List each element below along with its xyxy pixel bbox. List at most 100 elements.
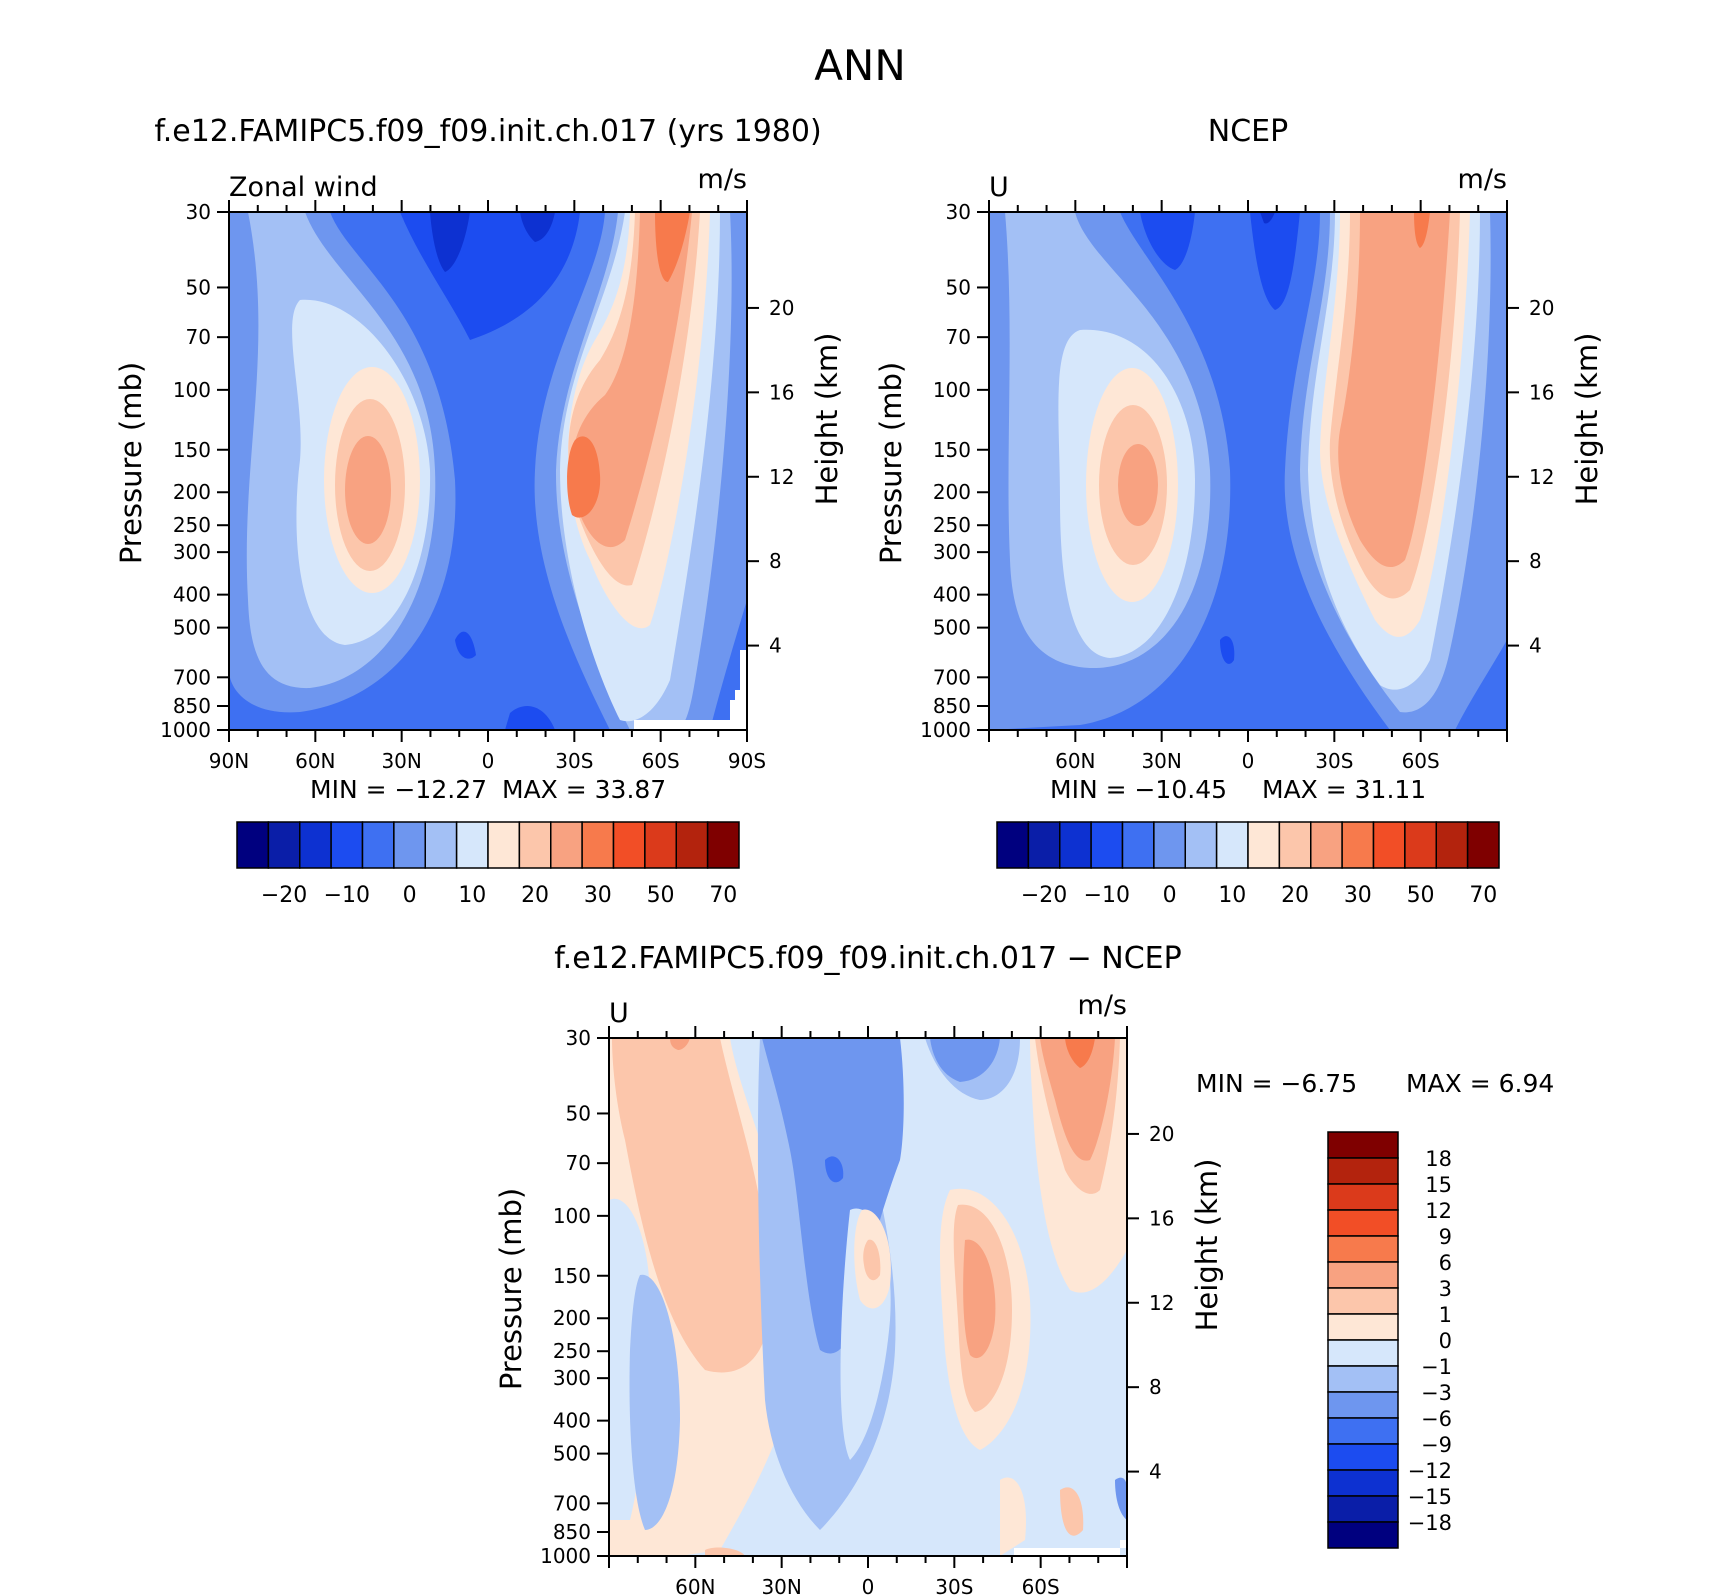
sh-polar-6 [1065,1038,1095,1068]
eq-surface-minus5 [505,706,555,730]
labelbar-box [1435,821,1469,869]
labelbar-box [581,821,615,869]
labelbar-label: −1 [1421,1355,1452,1379]
labelbar-box [706,821,740,869]
height-tick-label: 4 [1149,1460,1162,1484]
height-tick-label: 4 [1529,634,1542,658]
left-string: U [609,998,629,1029]
eq-lower-minus5 [455,631,476,659]
lat-tick-label: 0 [482,749,495,773]
axes-model: 3050701001502002503004005007008501000Pre… [114,200,844,773]
labelbar-label: 70 [1469,883,1497,908]
eq-easterly-minus10 [430,212,470,272]
labelbar-box [612,821,646,869]
lat-tick-label: 60S [1022,1575,1060,1596]
pressure-tick-label: 300 [173,540,211,564]
labelbar-box [487,821,521,869]
labelbar-label: −10 [1084,883,1130,908]
labelbar-ncep: −20 −10 0 10 20 30 50 70 [996,821,1500,908]
pressure-tick-label: 30 [566,1026,591,1050]
labelbar-box [1327,1443,1399,1471]
labelbar-label: 1 [1439,1303,1452,1327]
eq-easterly-minus10 [1260,212,1275,224]
eq-easterly-minus5-a [1140,212,1195,270]
pressure-tick-label: 50 [186,275,211,299]
pressure-tick-label: 70 [946,325,971,349]
labelbar-label: 3 [1439,1277,1452,1301]
lat-tick-label: 90S [728,749,766,773]
labelbar-label: 18 [1425,1147,1452,1171]
units-string: m/s [698,164,747,195]
labelbar-box [361,821,395,869]
labelbar-box [1404,821,1437,869]
sh-westerly-30 [1338,212,1450,568]
labelbar-box [1466,821,1500,869]
pressure-tick-label: 250 [553,1339,591,1363]
eq-lower-minus5 [1220,636,1235,664]
pressure-tick-label: 30 [186,200,211,224]
labelbar-box [1327,1209,1399,1237]
tropics-negative-3 [762,1038,904,1354]
labelbar-box [1310,821,1343,869]
sh-polar-3 [1040,1038,1115,1161]
labelbar-box [1027,821,1061,869]
lat-tick-label: 30S [555,749,593,773]
sh-polar-jet-40 [1414,212,1430,248]
pressure-tick-label: 400 [173,583,211,607]
y-axis-title: Pressure (mb) [114,362,148,564]
labelbar-box [644,821,677,869]
height-tick-label: 8 [1529,549,1542,573]
panel-title: f.e12.FAMIPC5.f09_f09.init.ch.017 − NCEP [554,941,1181,976]
labelbar-box [455,821,489,869]
height-tick-label: 16 [769,380,794,404]
labelbar-box [1184,821,1218,869]
labelbar-box [1327,1131,1399,1159]
labelbar-box [1341,821,1375,869]
labelbar-box [1327,1365,1399,1393]
pressure-tick-label: 500 [933,616,971,640]
labelbar-box [1121,821,1155,869]
pressure-tick-label: 70 [186,325,211,349]
pressure-tick-label: 850 [553,1520,591,1544]
labelbar-box [1327,1417,1399,1445]
pressure-tick-label: 700 [553,1491,591,1515]
labelbar-label: −15 [1408,1485,1452,1509]
pressure-tick-label: 1000 [540,1544,591,1568]
y-right-axis-title: Height (km) [1190,1159,1224,1332]
pressure-tick-label: 300 [553,1366,591,1390]
labelbar-label: −9 [1421,1433,1452,1457]
sh-subtropical-jet-40 [567,436,601,518]
pressure-tick-label: 500 [173,616,211,640]
pressure-tick-label: 70 [566,1151,591,1175]
left-string: Zonal wind [229,172,378,203]
left-string: U [989,172,1009,203]
sh-westerly-30 [571,212,692,548]
labelbar-box [1327,1469,1399,1497]
max-text: MAX = 6.94 [1406,1069,1554,1098]
max-text: MAX = 33.87 [502,775,666,804]
height-tick-label: 12 [1149,1291,1174,1315]
height-tick-label: 20 [1529,296,1554,320]
labelbar-box [1327,1235,1399,1263]
nh-jet-30 [345,436,391,544]
lat-tick-label: 60N [1055,749,1095,773]
units-string: m/s [1078,990,1127,1021]
labelbar-label: −20 [1021,883,1067,908]
pressure-tick-label: 200 [933,480,971,504]
labelbar-box [424,821,458,869]
lat-tick-label: 30S [935,1575,973,1596]
labelbar-label: −12 [1408,1459,1452,1483]
lat-tick-label: 0 [862,1575,875,1596]
pressure-tick-label: 700 [933,665,971,689]
pressure-tick-label: 700 [173,665,211,689]
labelbar-box [996,821,1030,869]
labelbar-label: 20 [521,883,549,908]
figure-title: ANN [814,41,906,90]
labelbar-box [1327,1261,1399,1289]
labelbar-label: −18 [1408,1511,1452,1535]
panel-title: f.e12.FAMIPC5.f09_f09.init.ch.017 (yrs 1… [154,114,821,149]
height-tick-label: 8 [1149,1375,1162,1399]
labelbar-box [1327,1313,1399,1341]
nh-positive-1 [612,1038,770,1373]
labelbar-label: −10 [324,883,370,908]
